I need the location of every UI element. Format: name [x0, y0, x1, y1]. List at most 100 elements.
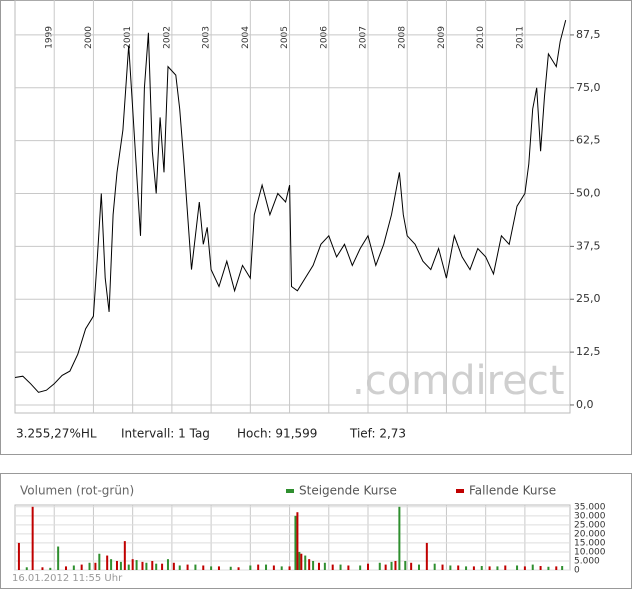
x-tick-label: 2011 — [515, 26, 525, 49]
volume-bar — [531, 564, 534, 570]
volume-bar — [166, 559, 169, 570]
timestamp: 16.01.2012 11:55 Uhr — [12, 573, 123, 584]
volume-bar — [41, 567, 44, 570]
volume-bar — [417, 564, 420, 570]
volume-bar — [523, 566, 526, 570]
volume-bar — [488, 566, 491, 570]
x-tick-label: 2002 — [162, 26, 172, 49]
volume-bar — [359, 565, 362, 570]
volume-bar — [496, 566, 499, 570]
volume-bar — [384, 564, 387, 570]
volume-bar — [280, 566, 283, 570]
volume-bar — [110, 559, 113, 570]
volume-bar — [394, 560, 397, 570]
volume-bar — [561, 566, 564, 570]
legend-swatch — [286, 489, 294, 493]
y-tick-label: 0,0 — [576, 398, 594, 411]
y-tick-label: 15.000 — [574, 538, 606, 548]
volume-bar — [155, 563, 158, 570]
volume-bar — [31, 506, 34, 570]
y-tick-label: 30.000 — [574, 511, 606, 521]
y-tick-label: 20.000 — [574, 529, 606, 539]
price-line — [14, 19, 567, 393]
volume-bar — [441, 564, 444, 570]
volume-bar — [64, 566, 67, 570]
info-low: Tief: 2,73 — [349, 427, 406, 441]
y-tick-label: 0 — [574, 566, 580, 576]
volume-bar — [480, 566, 483, 570]
y-tick-label: 35.000 — [574, 502, 606, 512]
legend-swatch — [456, 489, 464, 493]
volume-bar — [145, 562, 148, 570]
volume-bar — [404, 560, 407, 570]
y-tick-label: 25.000 — [574, 520, 606, 530]
volume-title: Volumen (rot-grün) — [20, 484, 134, 498]
volume-bar — [555, 566, 558, 570]
x-tick-label: 2007 — [359, 26, 369, 49]
volume-bar — [25, 567, 28, 570]
x-tick-label: 1999 — [45, 26, 55, 49]
volume-bar — [161, 563, 164, 570]
plot-area — [14, 0, 571, 414]
x-tick-label: 2004 — [241, 26, 251, 49]
volume-bar — [127, 564, 130, 570]
x-tick-label: 2008 — [398, 26, 408, 49]
y-tick-label: 62,5 — [576, 134, 601, 147]
volume-bar — [123, 541, 126, 570]
volume-bar — [217, 566, 220, 570]
volume-bar — [296, 512, 299, 570]
volume-bar — [300, 553, 303, 570]
volume-bar — [257, 564, 260, 570]
volume-bar — [115, 560, 118, 570]
legend-label: Fallende Kurse — [469, 484, 556, 498]
legend-label: Steigende Kurse — [299, 484, 397, 498]
volume-bar — [178, 565, 181, 570]
volume-bar — [265, 564, 268, 570]
volume-bar — [312, 560, 315, 570]
y-tick-label: 75,0 — [576, 81, 601, 94]
volume-bar — [17, 542, 20, 570]
volume-bar — [433, 563, 436, 570]
volume-bar — [317, 562, 320, 570]
info-interval: Intervall: 1 Tag — [121, 427, 210, 441]
volume-bar — [298, 551, 301, 570]
volume-bar — [547, 566, 550, 570]
volume-bar — [294, 515, 297, 570]
volume-bar — [172, 562, 175, 570]
volume-bar — [80, 564, 83, 570]
volume-bar — [94, 562, 97, 570]
volume-bar — [49, 567, 52, 570]
volume-bar — [106, 555, 109, 570]
volume-bar — [194, 564, 197, 570]
volume-bar — [131, 559, 134, 570]
volume-bar — [249, 565, 252, 570]
x-tick-label: 2006 — [319, 26, 329, 49]
volume-bar — [398, 506, 401, 570]
volume-bar — [141, 561, 144, 570]
y-tick-label: 50,0 — [576, 187, 601, 200]
volume-bar — [457, 565, 460, 570]
watermark: .comdirect — [352, 358, 565, 404]
y-tick-label: 25,0 — [576, 292, 601, 305]
volume-bar — [367, 563, 370, 570]
volume-bar — [151, 560, 154, 570]
volume-bar — [390, 561, 393, 570]
x-tick-label: 2010 — [476, 26, 486, 49]
info-change: 3.255,27%HL — [16, 427, 97, 441]
volume-bar — [98, 553, 101, 570]
volume-bar — [472, 566, 475, 570]
volume-bar — [72, 565, 75, 570]
volume-bar — [210, 566, 213, 570]
volume-bar — [88, 562, 91, 570]
volume-bar — [304, 555, 307, 570]
volume-bar — [347, 565, 350, 570]
volume-bar — [504, 565, 507, 570]
volume-bar — [57, 546, 60, 570]
volume-bar — [339, 564, 342, 570]
volume-bar — [272, 565, 275, 570]
y-tick-label: 10.000 — [574, 547, 606, 557]
volume-bar — [323, 562, 326, 570]
y-tick-label: 5.000 — [574, 556, 600, 566]
